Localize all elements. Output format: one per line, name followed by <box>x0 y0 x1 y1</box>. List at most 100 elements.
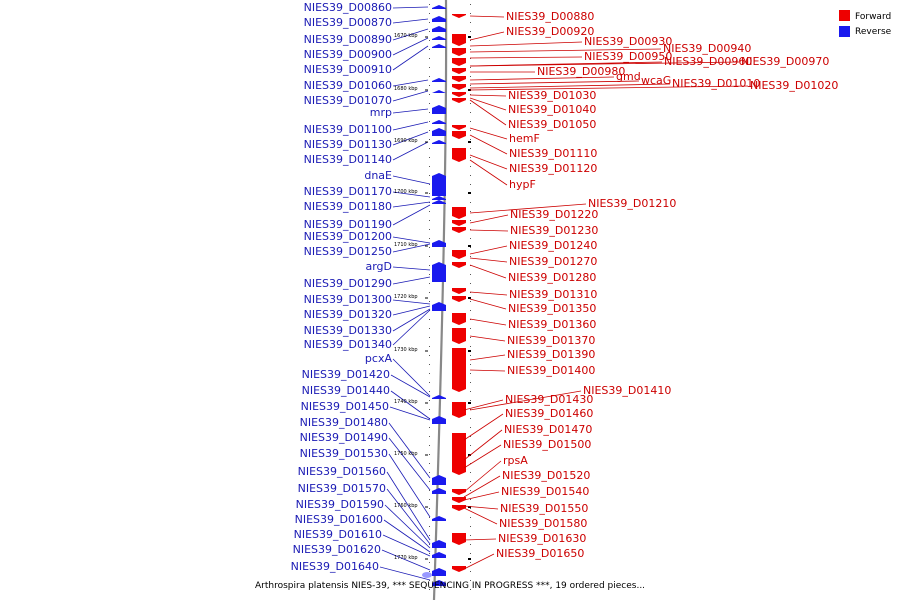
gene-forward <box>452 14 466 18</box>
reverse-gene-leader-line <box>392 79 429 87</box>
gene-forward <box>452 58 466 66</box>
forward-gene-leader-line <box>469 245 508 255</box>
scale-tick-label: 1710 kbp <box>394 242 418 248</box>
gene-forward <box>452 402 466 418</box>
guide-dot <box>429 535 430 536</box>
forward-gene-label: NIES39_D01460 <box>505 407 593 420</box>
gene-forward <box>452 68 466 74</box>
guide-dot <box>429 58 430 59</box>
guide-dot <box>470 229 471 230</box>
gene-reverse <box>432 475 446 485</box>
forward-gene-label: NIES39_D01210 <box>588 197 676 210</box>
guide-dot <box>429 76 430 77</box>
reverse-gene-leader-line <box>392 236 431 244</box>
gene-forward <box>452 566 466 572</box>
guide-dot <box>429 355 430 356</box>
reverse-gene-label: NIES39_D01340 <box>304 338 392 351</box>
reverse-gene-label: NIES39_D01560 <box>298 465 386 478</box>
gene-reverse <box>432 540 446 548</box>
gene-reverse <box>432 5 446 9</box>
guide-dot <box>470 490 471 491</box>
forward-gene-leader-line <box>469 154 508 170</box>
guide-dot <box>470 202 471 203</box>
reverse-gene-leader-line <box>386 471 431 541</box>
forward-gene-leader-line <box>469 291 508 296</box>
guide-dot <box>429 319 430 320</box>
forward-gene-leader-line <box>469 56 583 59</box>
forward-gene-label: NIES39_D00880 <box>506 10 594 23</box>
reverse-gene-leader-line <box>379 566 431 581</box>
guide-dot <box>429 517 430 518</box>
gene-reverse <box>432 78 446 82</box>
gene-reverse <box>432 16 446 22</box>
sequence-axis-line <box>432 0 448 601</box>
forward-gene-label: NIES39_D00920 <box>506 25 594 38</box>
guide-dot <box>429 265 430 266</box>
reverse-gene-label: NIES39_D01130 <box>304 138 392 151</box>
forward-gene-leader-line <box>463 460 502 493</box>
label-layer: NIES39_D00860 NIES39_D00870 NIES39_D00890 N… <box>291 1 839 573</box>
forward-gene-label: NIES39_D01430 <box>505 393 593 406</box>
forward-gene-label: NIES39_D01540 <box>501 485 589 498</box>
guide-dot <box>429 283 430 284</box>
axis-mark <box>468 141 471 143</box>
guide-dot <box>470 4 471 5</box>
guide-dot <box>429 553 430 554</box>
forward-gene-leader-line <box>469 229 509 232</box>
legend-label-reverse: Reverse <box>855 27 892 37</box>
guide-dot <box>470 373 471 374</box>
guide-dot <box>470 364 471 365</box>
forward-gene-label: gmd <box>616 70 641 83</box>
forward-gene-leader-line <box>469 127 508 140</box>
guide-dot <box>470 472 471 473</box>
gene-forward <box>452 76 466 82</box>
reverse-gene-leader-line <box>390 374 431 398</box>
reverse-gene-label: NIES39_D01480 <box>300 416 388 429</box>
guide-dot <box>470 517 471 518</box>
reverse-gene-label: NIES39_D01530 <box>300 447 388 460</box>
guide-dot <box>470 283 471 284</box>
gene-reverse <box>432 488 446 494</box>
guide-dot <box>429 112 430 113</box>
reverse-gene-leader-line <box>384 504 431 549</box>
guide-dot <box>429 148 430 149</box>
forward-gene-label: NIES39_D00980 <box>537 65 625 78</box>
forward-gene-leader-line <box>469 203 587 214</box>
reverse-gene-label: NIES39_D01570 <box>298 482 386 495</box>
reverse-gene-leader-line <box>392 6 429 9</box>
guide-dot <box>470 508 471 509</box>
forward-gene-label: hemF <box>509 132 540 145</box>
guide-dot <box>470 175 471 176</box>
guide-dot <box>470 310 471 311</box>
gene-reverse <box>432 580 446 586</box>
forward-gene-leader-line <box>469 61 740 67</box>
guide-dot <box>429 445 430 446</box>
guide-dot <box>470 418 471 419</box>
forward-gene-label: NIES39_D01030 <box>508 89 596 102</box>
gene-forward <box>452 489 466 495</box>
gene-forward <box>452 148 466 162</box>
guide-dot <box>470 13 471 14</box>
reverse-gene-leader-line <box>392 45 429 71</box>
forward-gene-leader-line <box>463 553 495 570</box>
reverse-gene-leader-line <box>389 406 431 421</box>
forward-gene-label: NIES39_D01010 <box>672 77 760 90</box>
reverse-gene-leader-line <box>388 453 431 518</box>
guide-dot <box>429 391 430 392</box>
guide-dot <box>470 139 471 140</box>
reverse-gene-label: NIES39_D01290 <box>304 277 392 290</box>
guide-dot <box>429 229 430 230</box>
axis-mark <box>468 402 471 404</box>
guide-dot <box>429 247 430 248</box>
guide-dot <box>470 292 471 293</box>
gene-reverse <box>432 395 446 399</box>
reverse-gene-leader-line <box>392 28 429 41</box>
gene-reverse <box>432 36 446 40</box>
forward-gene-label: NIES39_D01020 <box>750 79 838 92</box>
guide-dot <box>429 526 430 527</box>
reverse-gene-label: NIES39_D01610 <box>294 528 382 541</box>
axis-mark <box>468 192 471 194</box>
axis-mark <box>468 245 471 247</box>
guide-dot <box>470 76 471 77</box>
gene-forward <box>452 433 466 475</box>
